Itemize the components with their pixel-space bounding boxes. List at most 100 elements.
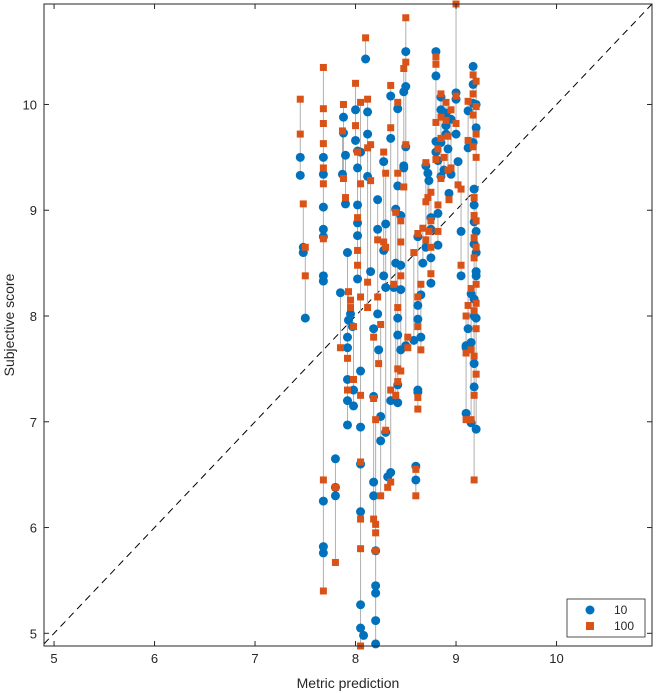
point-series-100 — [462, 416, 470, 424]
point-series-10 — [433, 240, 443, 250]
point-series-100 — [319, 120, 327, 128]
point-series-10 — [413, 314, 423, 324]
point-series-100 — [440, 153, 448, 161]
point-series-100 — [427, 217, 435, 225]
point-series-100 — [434, 201, 442, 209]
point-series-100 — [319, 63, 327, 71]
point-series-10 — [401, 47, 411, 57]
point-series-100 — [412, 465, 420, 473]
point-series-100 — [357, 515, 365, 523]
point-series-100 — [472, 153, 480, 161]
point-series-100 — [402, 141, 410, 149]
point-series-100 — [432, 53, 440, 61]
point-series-100 — [444, 132, 452, 140]
point-series-100 — [470, 254, 478, 262]
point-series-10 — [468, 61, 478, 71]
point-series-100 — [354, 148, 362, 156]
point-series-10 — [469, 200, 479, 210]
point-series-100 — [427, 243, 435, 251]
point-series-10 — [423, 168, 433, 178]
point-series-10 — [451, 129, 461, 139]
point-series-100 — [427, 188, 435, 196]
point-series-100 — [341, 194, 349, 202]
point-series-100 — [319, 180, 327, 188]
point-series-10 — [399, 163, 409, 173]
y-tick-label: 5 — [30, 626, 37, 641]
point-series-10 — [371, 639, 381, 649]
point-series-100 — [442, 98, 450, 106]
point-series-10 — [461, 408, 471, 418]
point-series-100 — [394, 304, 402, 312]
point-series-10 — [369, 491, 379, 501]
point-series-10 — [361, 54, 371, 64]
point-series-100 — [442, 116, 450, 124]
point-series-100 — [414, 323, 422, 331]
point-series-10 — [416, 332, 426, 342]
point-series-10 — [433, 208, 443, 218]
point-series-100 — [382, 169, 390, 177]
point-series-10 — [469, 382, 479, 392]
point-series-10 — [363, 129, 373, 139]
point-series-10 — [393, 330, 403, 340]
point-series-100 — [350, 375, 358, 383]
point-series-100 — [382, 426, 390, 434]
point-series-10 — [371, 616, 381, 626]
point-series-100 — [467, 346, 475, 354]
point-series-100 — [375, 360, 383, 368]
point-series-100 — [343, 354, 351, 362]
point-series-10 — [393, 181, 403, 191]
point-series-100 — [437, 113, 445, 121]
point-series-100 — [417, 280, 425, 288]
point-series-100 — [472, 325, 480, 333]
point-series-10 — [318, 542, 328, 552]
point-series-10 — [318, 169, 328, 179]
point-series-10 — [330, 491, 340, 501]
point-series-100 — [432, 118, 440, 126]
x-tick-label: 7 — [251, 651, 258, 666]
point-series-100 — [357, 98, 365, 106]
point-series-100 — [372, 416, 380, 424]
point-series-10 — [393, 104, 403, 114]
point-series-100 — [370, 515, 378, 523]
data-points — [295, 0, 481, 650]
point-series-100 — [469, 143, 477, 151]
point-series-100 — [467, 285, 475, 293]
point-series-100 — [402, 58, 410, 66]
point-series-100 — [357, 180, 365, 188]
point-series-100 — [367, 141, 375, 149]
point-series-100 — [370, 333, 378, 341]
point-series-10 — [335, 288, 345, 298]
point-series-10 — [356, 623, 366, 633]
point-series-100 — [394, 98, 402, 106]
axes-box — [43, 3, 653, 647]
point-series-10 — [318, 152, 328, 162]
point-series-10 — [366, 267, 376, 277]
point-series-100 — [336, 344, 344, 352]
y-axis-label: Subjective score — [1, 273, 17, 376]
point-series-100 — [400, 65, 408, 73]
point-series-100 — [425, 227, 433, 235]
point-series-100 — [424, 194, 432, 202]
point-series-100 — [372, 520, 380, 528]
point-series-100 — [397, 272, 405, 280]
point-series-10 — [300, 313, 310, 323]
point-series-10 — [342, 374, 352, 384]
point-series-100 — [404, 344, 412, 352]
point-series-10 — [409, 335, 419, 345]
point-series-100 — [338, 127, 346, 135]
point-series-100 — [472, 299, 480, 307]
point-series-10 — [443, 144, 453, 154]
point-series-100 — [434, 227, 442, 235]
point-series-10 — [330, 454, 340, 464]
point-series-10 — [373, 195, 383, 205]
point-series-100 — [377, 320, 385, 328]
point-series-10 — [346, 309, 356, 319]
point-series-10 — [356, 507, 366, 517]
point-series-10 — [349, 401, 359, 411]
point-series-10 — [379, 157, 389, 167]
x-tick-label: 8 — [352, 651, 359, 666]
point-series-10 — [338, 112, 348, 122]
point-series-100 — [410, 249, 418, 257]
x-tick-label: 5 — [50, 651, 57, 666]
point-series-10 — [471, 271, 481, 281]
